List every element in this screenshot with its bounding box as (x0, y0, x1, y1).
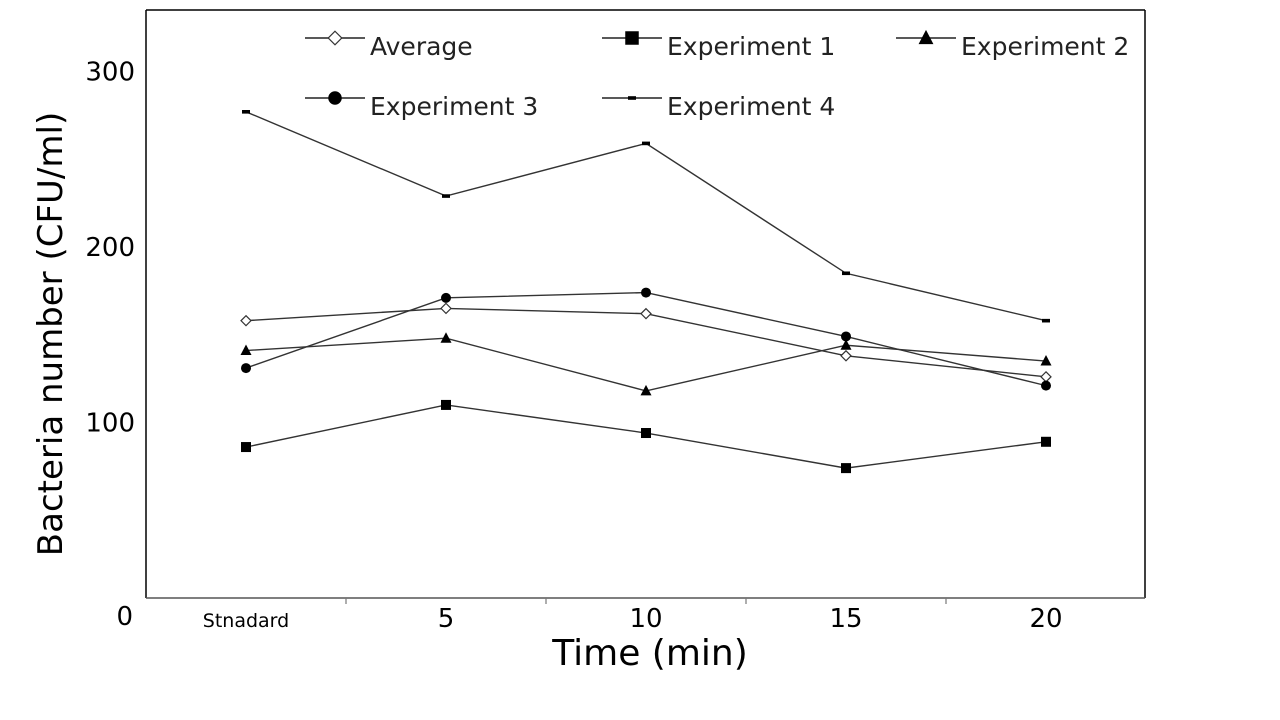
x-tick-label: Stnadard (203, 610, 289, 632)
legend-item: Experiment 1 (602, 31, 835, 61)
data-point (442, 194, 450, 198)
x-tick-label: 20 (1029, 604, 1062, 634)
y-axis: 0 100 200 300 (85, 57, 135, 632)
data-point (842, 271, 850, 276)
data-point (841, 463, 851, 474)
legend-item: Average (305, 30, 473, 61)
x-tick-label: 15 (829, 604, 862, 634)
data-point (241, 363, 251, 374)
data-point (441, 292, 451, 303)
data-point (440, 302, 452, 315)
legend-label: Experiment 2 (961, 32, 1129, 61)
legend-item: Experiment 2 (896, 29, 1129, 61)
series-group (240, 110, 1052, 474)
data-point (840, 349, 852, 362)
data-point (440, 332, 452, 343)
y-tick-label: 0 (116, 602, 133, 632)
data-point (1042, 318, 1050, 323)
data-point (1040, 355, 1052, 366)
data-point (1040, 370, 1052, 383)
data-point (1041, 436, 1051, 447)
data-point (641, 428, 651, 439)
y-tick-label: 200 (85, 233, 135, 263)
x-axis: Stnadard 5 10 15 20 (203, 598, 1063, 634)
legend-label: Average (370, 32, 473, 61)
data-point (240, 344, 252, 356)
data-point (441, 399, 451, 410)
data-point (642, 141, 650, 146)
x-tick-label: 5 (438, 604, 455, 634)
legend-item: Experiment 3 (305, 91, 538, 121)
legend-label: Experiment 1 (667, 32, 835, 61)
legend-label: Experiment 3 (370, 92, 538, 121)
data-point (641, 287, 651, 298)
data-point (241, 442, 251, 453)
data-point (640, 384, 652, 396)
data-point (327, 30, 343, 46)
series-experiment-3 (241, 287, 1051, 391)
data-point (1041, 380, 1051, 391)
x-tick-label: 10 (629, 604, 662, 634)
x-axis-label: Time (min) (551, 633, 748, 674)
series-experiment-1 (241, 399, 1051, 474)
series-line (245, 291, 1047, 387)
y-tick-label: 100 (85, 408, 135, 438)
legend-item: Experiment 4 (602, 92, 835, 121)
data-point (240, 314, 252, 327)
data-point (841, 331, 851, 342)
plot-frame (145, 9, 1146, 599)
data-point (625, 31, 639, 45)
series-experiment-2 (240, 332, 1052, 396)
series-average (240, 302, 1052, 383)
data-point (628, 96, 636, 100)
series-experiment-4 (242, 110, 1050, 323)
y-tick-label: 300 (85, 57, 135, 87)
data-point (640, 307, 652, 320)
data-point (840, 339, 852, 350)
y-axis-label: Bacteria number (CFU/ml) (31, 112, 71, 556)
data-point (918, 29, 934, 45)
legend-label: Experiment 4 (667, 92, 835, 121)
data-point (242, 110, 250, 114)
legend: Average Experiment 1 Experiment 2 Experimen… (305, 29, 1129, 121)
data-point (328, 91, 342, 105)
